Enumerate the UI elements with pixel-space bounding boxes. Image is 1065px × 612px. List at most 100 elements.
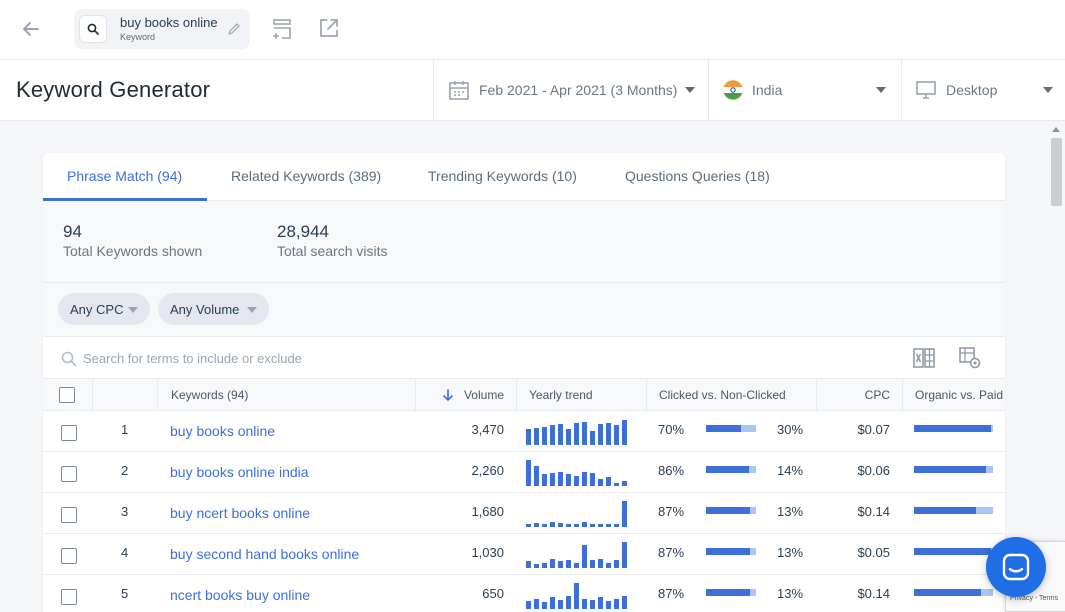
cpc-filter[interactable]: Any CPC	[58, 293, 150, 325]
trend-bar	[566, 560, 571, 568]
trend-bar	[614, 524, 619, 527]
clicked-ratio-bar	[706, 548, 756, 555]
organic-fill	[914, 548, 991, 555]
trend-bar	[542, 524, 547, 527]
table-row[interactable]: 1 buy books online 3,470 70% 30% $0.07	[43, 411, 1005, 452]
table-row[interactable]: 4 buy second hand books online 1,030 87% 13%…	[43, 534, 1005, 575]
clicked-ratio-bar	[706, 425, 756, 432]
keyword-link[interactable]: buy books online india	[170, 464, 309, 480]
page-scrollbar[interactable]	[1048, 121, 1065, 612]
col-trend-label: Yearly trend	[529, 388, 593, 402]
row-checkbox[interactable]	[61, 425, 77, 441]
row-checkbox[interactable]	[61, 589, 77, 605]
keyword-link[interactable]: ncert books buy online	[170, 587, 311, 603]
trend-bar	[550, 559, 555, 568]
trend-bar	[558, 523, 563, 527]
search-input[interactable]	[83, 348, 683, 368]
row-checkbox[interactable]	[61, 548, 77, 564]
trend-bar	[534, 599, 539, 609]
col-clicked: Clicked vs. Non-Clicked	[646, 379, 816, 411]
organic-fill	[914, 507, 976, 514]
trend-bar	[534, 564, 539, 568]
col-cpc[interactable]: CPC	[816, 379, 902, 411]
table-row[interactable]: 3 buy ncert books online 1,680 87% 13% $0.14	[43, 493, 1005, 534]
scroll-up-icon[interactable]	[1052, 127, 1060, 132]
chevron-down-icon	[1043, 87, 1053, 93]
date-range-selector[interactable]: Feb 2021 - Apr 2021 (3 Months)	[433, 60, 708, 120]
clicked-ratio-fill	[706, 466, 749, 473]
nonclicked-percent: 30%	[777, 422, 804, 437]
keyword-link[interactable]: buy second hand books online	[170, 546, 360, 562]
trend-bar	[614, 560, 619, 568]
keyword-chip-text: buy books online	[120, 15, 218, 30]
volume-filter[interactable]: Any Volume	[158, 293, 269, 325]
col-organic: Organic vs. Paid	[902, 379, 1005, 411]
trend-bar	[574, 524, 579, 527]
top-bar: buy books online Keyword	[0, 0, 1065, 60]
col-volume[interactable]: Volume	[415, 379, 516, 411]
col-keywords[interactable]: Keywords (94)	[157, 379, 415, 411]
trend-bar	[558, 424, 563, 445]
tab-phrase-match[interactable]: Phrase Match (94)	[67, 168, 183, 184]
chevron-down-icon	[247, 307, 257, 313]
trend-bar	[574, 583, 579, 609]
volume-value: 2,260	[471, 463, 504, 478]
nonclicked-percent: 13%	[777, 504, 804, 519]
add-to-dashboard-icon[interactable]	[270, 17, 294, 46]
trend-bar	[582, 599, 587, 609]
trend-bar	[566, 474, 571, 486]
external-link-icon[interactable]	[318, 17, 340, 44]
keyword-chip[interactable]: buy books online Keyword	[74, 9, 250, 49]
keyword-link[interactable]: buy ncert books online	[170, 505, 311, 521]
india-flag-icon	[722, 79, 744, 101]
device-selector[interactable]: Desktop	[901, 60, 1065, 120]
trend-bar	[622, 542, 627, 568]
tab-trending-keywords[interactable]: Trending Keywords (10)	[428, 168, 577, 184]
row-number: 2	[121, 463, 129, 478]
pencil-icon[interactable]	[226, 21, 242, 42]
organic-fill	[914, 425, 991, 432]
organic-paid-bar	[914, 548, 993, 555]
table-settings-icon[interactable]	[958, 346, 982, 370]
trend-bar	[622, 501, 627, 527]
sort-down-arrow-icon	[443, 389, 453, 402]
search-icon	[61, 351, 77, 367]
chevron-down-icon	[128, 307, 138, 313]
trend-bar	[558, 561, 563, 568]
scroll-thumb[interactable]	[1051, 138, 1062, 206]
country-selector[interactable]: India	[708, 60, 901, 120]
trend-bar	[590, 560, 595, 568]
tab-questions-queries[interactable]: Questions Queries (18)	[625, 168, 770, 184]
trend-bar	[534, 523, 539, 527]
trend-bar	[590, 431, 595, 445]
chat-launcher-button[interactable]	[986, 537, 1046, 597]
row-number: 3	[121, 504, 129, 519]
keyword-link[interactable]: buy books online	[170, 423, 276, 439]
cpc-filter-label: Any CPC	[70, 302, 124, 317]
trend-bar	[606, 477, 611, 486]
trend-bar	[558, 600, 563, 609]
table-row[interactable]: 5 ncert books buy online 650 87% 13% $0.14	[43, 575, 1005, 612]
trend-bar	[574, 476, 579, 486]
trend-bar	[542, 474, 547, 486]
cpc-value: $0.14	[857, 504, 890, 519]
row-checkbox[interactable]	[61, 507, 77, 523]
row-checkbox[interactable]	[61, 466, 77, 482]
table-search-row	[43, 337, 1005, 379]
volume-value: 1,030	[471, 545, 504, 560]
trend-bar	[534, 428, 539, 445]
tab-related-keywords[interactable]: Related Keywords (389)	[231, 168, 382, 184]
organic-paid-bar	[914, 589, 993, 596]
organic-paid-bar	[914, 425, 993, 432]
trend-bar	[614, 599, 619, 609]
nonclicked-percent: 13%	[777, 545, 804, 560]
col-volume-label: Volume	[463, 388, 504, 402]
select-all-checkbox[interactable]	[59, 387, 75, 403]
table-row[interactable]: 2 buy books online india 2,260 86% 14% $0.06	[43, 452, 1005, 493]
excel-export-icon[interactable]	[912, 346, 936, 370]
trend-bar	[606, 524, 611, 527]
trend-bar	[598, 597, 603, 609]
clicked-ratio-fill	[706, 425, 741, 432]
back-arrow-icon[interactable]	[18, 16, 44, 42]
volume-value: 1,680	[471, 504, 504, 519]
